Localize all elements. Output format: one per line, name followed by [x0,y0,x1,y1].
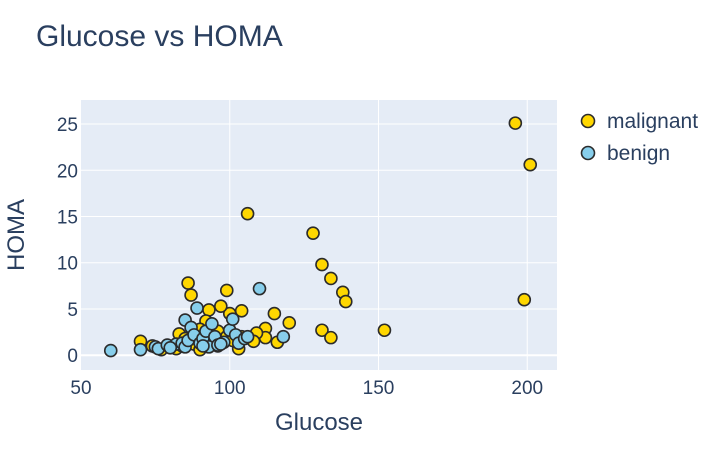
data-point-benign[interactable] [240,329,255,344]
data-point-malignant[interactable] [324,330,338,345]
legend-item-malignant[interactable]: malignant [580,110,699,133]
data-point-malignant[interactable] [267,306,282,321]
x-tick-label: 100 [214,378,246,399]
data-point-malignant[interactable] [324,271,338,286]
y-axis-title: HOMA [3,199,30,271]
x-tick-label: 50 [70,378,91,399]
y-tick-label: 0 [67,346,78,367]
legend-item-benign[interactable]: benign [580,142,671,165]
data-points [103,116,538,358]
legend-label: benign [607,142,670,165]
data-point-malignant[interactable] [517,292,532,307]
data-point-benign[interactable] [190,301,204,315]
y-tick-label: 25 [57,115,78,136]
data-point-malignant[interactable] [377,323,392,338]
y-tick-label: 5 [67,300,78,321]
legend-marker [580,145,596,161]
data-point-malignant[interactable] [240,206,255,221]
data-point-benign[interactable] [163,341,178,355]
data-point-malignant[interactable] [282,316,297,330]
y-tick-label: 15 [57,208,78,229]
data-point-benign[interactable] [103,343,118,358]
data-point-malignant[interactable] [184,288,198,302]
x-axis-ticks: 50 100 150 200 [70,378,543,399]
data-point-malignant[interactable] [315,257,329,272]
data-point-malignant[interactable] [214,299,228,313]
data-point-benign[interactable] [196,339,210,353]
data-point-benign[interactable] [214,337,228,351]
y-tick-label: 20 [57,161,78,182]
data-point-malignant[interactable] [202,303,216,317]
legend-marker [580,113,596,129]
y-tick-label: 10 [57,254,78,275]
data-point-malignant[interactable] [181,276,195,290]
legend[interactable]: malignant benign [580,110,699,165]
chart-title: Glucose vs HOMA [36,20,283,53]
data-point-malignant[interactable] [338,294,353,309]
y-axis-ticks: 0 5 10 15 20 25 [57,115,78,367]
gridlines [81,100,557,370]
data-point-benign[interactable] [133,342,148,357]
data-point-malignant[interactable] [219,283,234,298]
data-point-benign[interactable] [205,316,219,331]
x-tick-label: 200 [511,378,543,399]
data-point-benign[interactable] [276,329,291,344]
data-point-malignant[interactable] [508,116,523,130]
x-axis-title: Glucose [275,409,363,436]
data-point-benign[interactable] [252,281,267,296]
data-point-malignant[interactable] [306,226,320,240]
x-tick-label: 150 [363,378,395,399]
data-point-benign[interactable] [225,312,240,326]
data-point-malignant[interactable] [523,157,538,172]
legend-label: malignant [607,110,698,133]
data-point-malignant[interactable] [315,323,329,338]
